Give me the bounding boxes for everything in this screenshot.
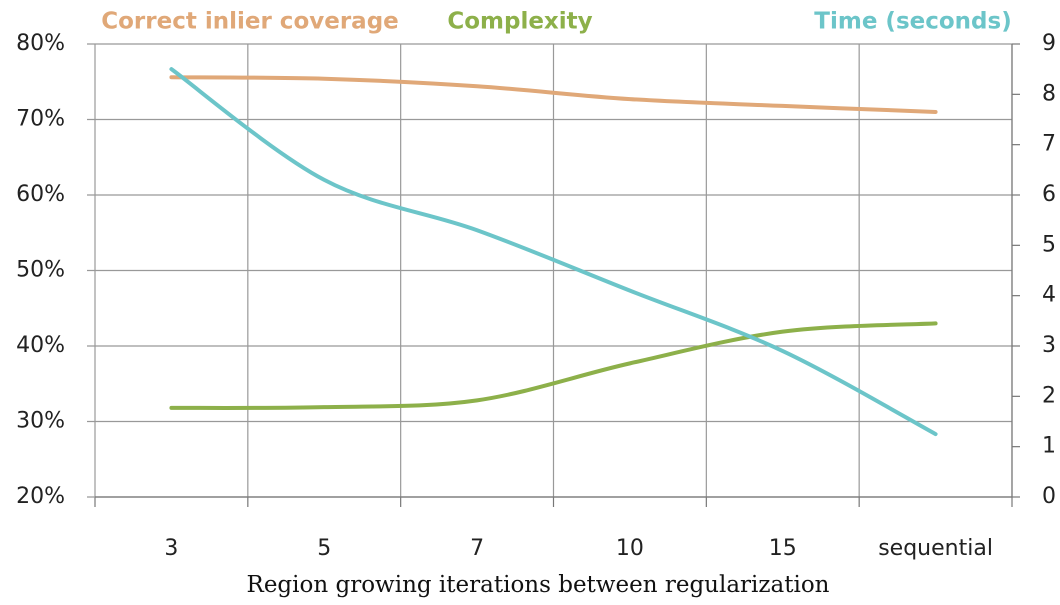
y2-tick-label: 1: [1042, 434, 1056, 459]
y-tick-label: 80%: [16, 31, 65, 56]
y2-tick-label: 6: [1042, 182, 1056, 207]
y-tick-label: 30%: [16, 409, 65, 434]
x-tick-label: 15: [769, 536, 797, 561]
y2-tick-label: 7: [1042, 132, 1056, 157]
y2-tick-label: 0: [1042, 484, 1056, 509]
x-tick-label: 7: [470, 536, 484, 561]
y2-tick-label: 9: [1042, 31, 1056, 56]
x-tick-label: 10: [616, 536, 644, 561]
y2-tick-label: 5: [1042, 232, 1056, 257]
y2-tick-label: 4: [1042, 283, 1056, 308]
y-tick-label: 50%: [16, 258, 65, 283]
x-tick-label: 3: [164, 536, 178, 561]
y2-tick-label: 8: [1042, 81, 1056, 106]
series-line: [169, 67, 938, 437]
x-axis-label: Region growing iterations between regula…: [247, 572, 830, 598]
y2-tick-label: 3: [1042, 333, 1056, 358]
x-tick-label: sequential: [878, 536, 993, 561]
legend-label: Time (seconds): [814, 9, 1011, 35]
legend-label: Complexity: [447, 9, 592, 35]
x-tick-label: 5: [317, 536, 331, 561]
legend-label: Correct inlier coverage: [101, 9, 399, 35]
y-tick-label: 20%: [16, 484, 65, 509]
y-tick-label: 40%: [16, 333, 65, 358]
series-line: [169, 75, 938, 114]
y-tick-label: 60%: [16, 182, 65, 207]
y-tick-label: 70%: [16, 107, 65, 132]
series-line: [169, 321, 938, 410]
y2-tick-label: 2: [1042, 383, 1056, 408]
